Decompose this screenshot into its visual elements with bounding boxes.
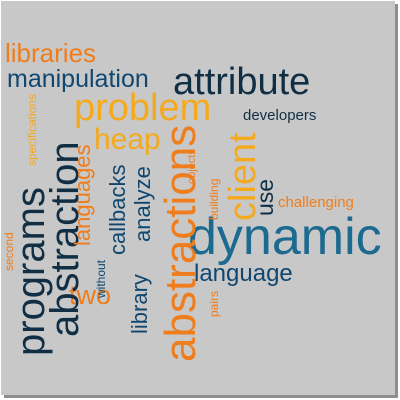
- word-libraries: libraries: [5, 38, 97, 68]
- word-use: use: [252, 178, 278, 216]
- word-second: second: [2, 232, 16, 271]
- word-without: without: [94, 259, 108, 298]
- word-language: language: [194, 260, 293, 287]
- word-pairs: pairs: [207, 290, 221, 317]
- word-dynamic: dynamic: [188, 208, 382, 266]
- word-two: two: [69, 280, 112, 310]
- word-heap: heap: [94, 123, 161, 156]
- word-challenging: challenging: [278, 194, 354, 211]
- word-cloud: libraries manipulation attribute problem…: [1, 1, 395, 395]
- word-developers: developers: [243, 107, 317, 124]
- word-programs: programs: [9, 187, 53, 356]
- word-library: library: [127, 274, 152, 334]
- word-objects: objects: [186, 149, 198, 184]
- word-analyze: analyze: [130, 166, 155, 242]
- word-problem: problem: [74, 87, 212, 129]
- word-specifications: specifications: [25, 93, 39, 166]
- word-building: building: [207, 178, 221, 220]
- word-manipulation: manipulation: [7, 65, 149, 93]
- word-languages: languages: [70, 144, 95, 246]
- word-callbacks: callbacks: [105, 164, 130, 255]
- word-attribute: attribute: [173, 61, 311, 103]
